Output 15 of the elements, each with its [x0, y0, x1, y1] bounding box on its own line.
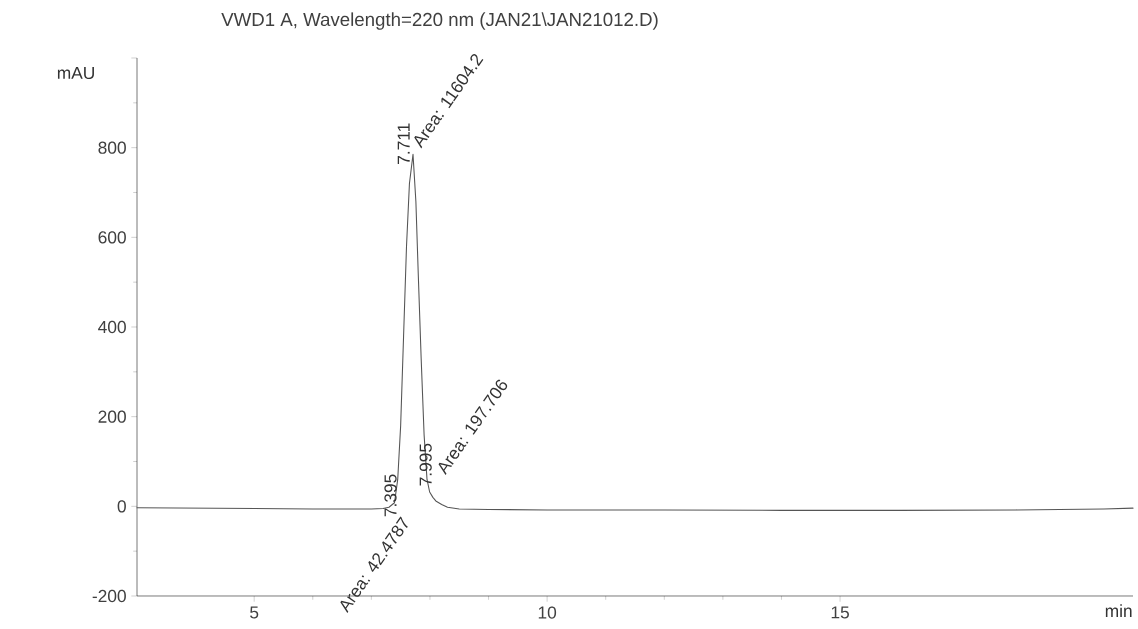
x-tick-label: 10	[538, 606, 557, 619]
annotation: 7.395	[384, 474, 397, 517]
x-tick-label: 15	[831, 606, 849, 619]
y-tick-label: 600	[98, 231, 126, 244]
annotation: 7.995	[419, 443, 432, 486]
y-tick-label: 0	[117, 500, 126, 513]
y-tick-label: 200	[98, 410, 126, 423]
chart-title: VWD1 A, Wavelength=220 nm (JAN21\JAN21012.D)	[221, 12, 658, 30]
y-tick-label: 400	[98, 320, 126, 334]
x-axis-title: min	[1105, 604, 1132, 617]
x-tick-label: 5	[250, 606, 259, 619]
y-tick-label: 800	[98, 141, 126, 154]
annotation: 7.711	[397, 123, 410, 164]
y-tick-label: -200	[92, 589, 126, 603]
y-axis-title: mAU	[57, 66, 94, 80]
